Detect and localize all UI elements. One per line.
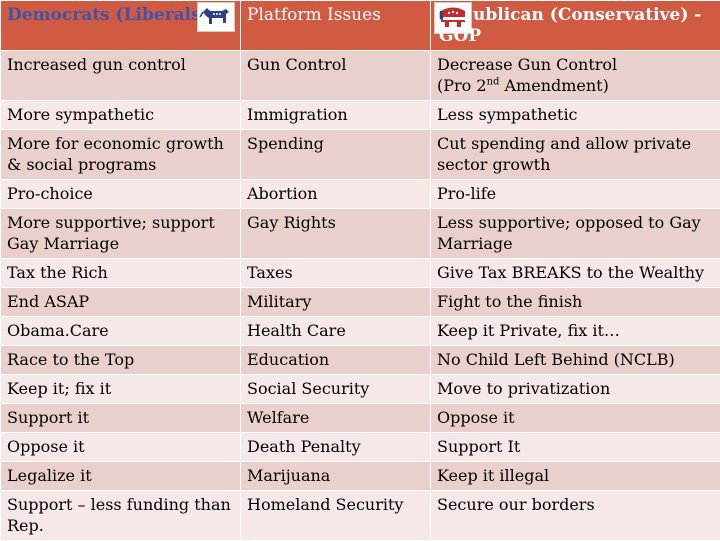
democrat-position: More sympathetic — [1, 101, 241, 130]
republican-position: Oppose it — [431, 404, 720, 433]
democrat-position: More for economic growth & social progra… — [1, 130, 241, 180]
table-row: Legalize it Marijuana Keep it illegal — [1, 462, 720, 491]
table-row: End ASAP Military Fight to the finish — [1, 288, 720, 317]
democrat-position: Obama.Care — [1, 317, 241, 346]
table-row: Pro-choice Abortion Pro-life — [1, 180, 720, 209]
democrat-position: Legalize it — [1, 462, 241, 491]
democrats-header-label: Democrats (Liberals — [7, 5, 201, 25]
republican-position: Move to privatization — [431, 375, 720, 404]
platform-issue: Health Care — [241, 317, 431, 346]
republican-position: Decrease Gun Control (Pro 2nd Amendment) — [431, 51, 720, 101]
platform-issue: Immigration — [241, 101, 431, 130]
republican-position: No Child Left Behind (NCLB) — [431, 346, 720, 375]
republican-position: Support It — [431, 433, 720, 462]
democrat-position: Race to the Top — [1, 346, 241, 375]
platform-issue: Social Security — [241, 375, 431, 404]
republican-position: Give Tax BREAKS to the Wealthy — [431, 259, 720, 288]
platform-issue: Homeland Security — [241, 491, 431, 541]
table-row: Race to the Top Education No Child Left … — [1, 346, 720, 375]
democrats-header: Democrats (Liberals — [1, 1, 241, 51]
republican-position: Keep it illegal — [431, 462, 720, 491]
table-row: More for economic growth & social progra… — [1, 130, 720, 180]
platform-issue: Marijuana — [241, 462, 431, 491]
republican-position: Secure our borders — [431, 491, 720, 541]
democrat-position: Support it — [1, 404, 241, 433]
platform-issue: Death Penalty — [241, 433, 431, 462]
democrat-position: Support – less funding than Rep. — [1, 491, 241, 541]
democrat-position: Keep it; fix it — [1, 375, 241, 404]
table-row: More supportive; support Gay Marriage Ga… — [1, 209, 720, 259]
republican-position: Keep it Private, fix it… — [431, 317, 720, 346]
table-row: Obama.Care Health Care Keep it Private, … — [1, 317, 720, 346]
platform-issue: Abortion — [241, 180, 431, 209]
republican-position: Less sympathetic — [431, 101, 720, 130]
platform-issue: Spending — [241, 130, 431, 180]
platform-issue: Education — [241, 346, 431, 375]
table-row: Tax the Rich Taxes Give Tax BREAKS to th… — [1, 259, 720, 288]
platform-issue: Military — [241, 288, 431, 317]
republican-position: Pro-life — [431, 180, 720, 209]
platform-issue: Gun Control — [241, 51, 431, 101]
republican-position: Fight to the finish — [431, 288, 720, 317]
platform-issue: Gay Rights — [241, 209, 431, 259]
democrat-position: Pro-choice — [1, 180, 241, 209]
republican-position: Less supportive; opposed to Gay Marriage — [431, 209, 720, 259]
democrat-position: More supportive; support Gay Marriage — [1, 209, 241, 259]
republican-position: Cut spending and allow private sector gr… — [431, 130, 720, 180]
table-row: Increased gun control Gun Control Decrea… — [1, 51, 720, 101]
donkey-logo-icon — [197, 2, 235, 32]
header-row: Democrats (Liberals Platform Issues — [1, 1, 720, 51]
democrat-position: Oppose it — [1, 433, 241, 462]
democrat-position: Increased gun control — [1, 51, 241, 101]
table-row: Keep it; fix it Social Security Move to … — [1, 375, 720, 404]
republican-header-label: ublican (Conservative) - GOP — [439, 5, 701, 46]
republican-header: ublican (Conservative) - GOP — [431, 1, 720, 51]
democrat-position: End ASAP — [1, 288, 241, 317]
issues-header: Platform Issues — [241, 1, 431, 51]
table-row: Oppose it Death Penalty Support It — [1, 433, 720, 462]
democrat-position: Tax the Rich — [1, 259, 241, 288]
table-row: Support – less funding than Rep. Homelan… — [1, 491, 720, 541]
table-row: More sympathetic Immigration Less sympat… — [1, 101, 720, 130]
platform-issue: Taxes — [241, 259, 431, 288]
platform-issue: Welfare — [241, 404, 431, 433]
table-row: Support it Welfare Oppose it — [1, 404, 720, 433]
